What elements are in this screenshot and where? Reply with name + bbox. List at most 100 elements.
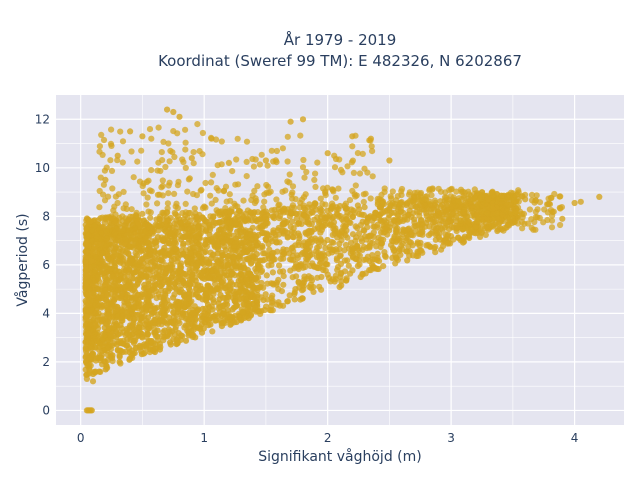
data-point <box>416 209 423 216</box>
data-point <box>113 334 120 341</box>
data-point <box>436 209 444 216</box>
data-point <box>174 130 181 137</box>
data-point <box>107 157 114 164</box>
data-point <box>314 224 321 231</box>
data-point <box>111 248 118 255</box>
data-point <box>130 303 137 310</box>
data-point <box>428 192 435 199</box>
data-point <box>109 185 116 192</box>
data-point <box>324 150 331 157</box>
data-point <box>130 174 137 181</box>
data-point <box>97 261 104 268</box>
data-point <box>352 193 359 200</box>
data-point <box>156 279 163 286</box>
data-point <box>136 316 143 323</box>
data-point <box>300 286 307 293</box>
data-point <box>160 329 167 336</box>
data-point <box>443 208 450 215</box>
data-point <box>209 222 216 229</box>
data-point <box>83 375 90 382</box>
data-point <box>532 208 539 215</box>
data-point <box>205 322 212 329</box>
data-point <box>305 273 312 280</box>
data-point <box>152 345 159 352</box>
data-point <box>354 202 361 209</box>
data-point <box>139 210 146 217</box>
data-point <box>363 219 370 226</box>
data-point <box>250 163 257 170</box>
data-point <box>226 232 233 239</box>
data-point <box>513 208 520 215</box>
data-point <box>442 189 449 196</box>
data-point <box>533 192 540 199</box>
data-point <box>176 289 184 296</box>
data-point <box>104 306 111 313</box>
data-point <box>242 293 249 300</box>
data-point <box>90 370 97 378</box>
data-point <box>139 133 146 140</box>
data-point <box>93 233 100 240</box>
data-point <box>88 227 95 234</box>
data-point <box>213 267 220 274</box>
data-point <box>367 195 374 202</box>
data-point <box>119 213 126 220</box>
data-point <box>316 283 323 290</box>
data-point <box>186 229 193 236</box>
data-point <box>273 147 280 155</box>
data-point <box>206 288 214 295</box>
data-point <box>240 309 247 316</box>
data-point <box>192 315 199 322</box>
data-point <box>426 198 433 205</box>
data-point <box>158 184 165 191</box>
data-point <box>199 129 206 137</box>
data-point <box>286 292 293 299</box>
data-point <box>323 261 330 268</box>
data-point <box>374 250 381 257</box>
data-point <box>129 269 137 276</box>
data-point <box>438 225 445 232</box>
data-point <box>219 239 227 246</box>
data-point <box>202 256 210 263</box>
data-point <box>275 286 282 293</box>
data-point <box>319 200 326 207</box>
data-point <box>352 237 359 244</box>
data-point <box>329 186 336 193</box>
data-point <box>187 209 194 217</box>
data-point <box>151 316 158 323</box>
data-point <box>160 312 167 319</box>
data-point <box>263 230 271 237</box>
data-point <box>208 134 215 141</box>
data-point <box>349 246 356 253</box>
data-point <box>360 256 367 263</box>
data-point <box>93 293 100 300</box>
data-point <box>184 327 191 334</box>
data-point <box>348 159 355 166</box>
data-point <box>324 271 331 278</box>
data-point <box>182 164 189 171</box>
data-point <box>510 197 518 204</box>
data-point <box>303 219 310 226</box>
data-point <box>407 231 415 238</box>
data-point <box>312 183 319 190</box>
data-point <box>448 203 455 210</box>
data-point <box>204 301 212 308</box>
data-point <box>295 278 302 285</box>
data-point <box>485 196 492 203</box>
data-point <box>249 252 256 259</box>
data-point <box>481 225 489 232</box>
data-point <box>227 321 234 328</box>
data-point <box>209 306 216 313</box>
data-point <box>111 259 118 267</box>
data-point <box>122 236 129 243</box>
data-point <box>244 207 251 214</box>
data-point <box>159 177 166 184</box>
data-point <box>192 324 199 331</box>
data-point <box>103 321 110 328</box>
data-point <box>96 143 103 150</box>
data-point <box>426 215 433 222</box>
data-point <box>318 237 325 244</box>
data-point <box>83 282 90 289</box>
data-point <box>477 233 484 240</box>
data-point <box>89 378 97 385</box>
data-point <box>182 146 189 153</box>
